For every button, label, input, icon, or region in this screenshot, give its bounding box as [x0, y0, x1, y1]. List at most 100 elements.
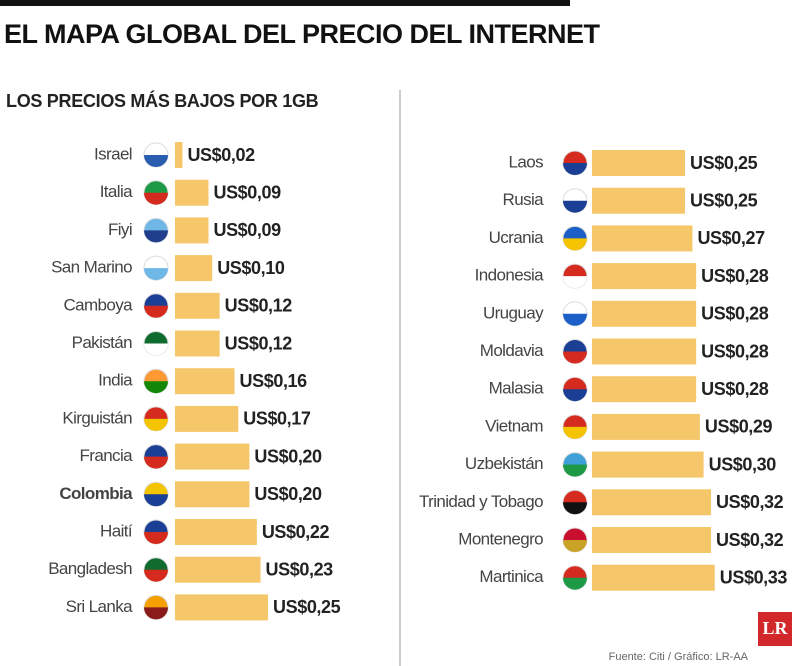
- flag: [144, 569, 168, 582]
- value-label: US$0,28: [701, 341, 769, 361]
- flag: [144, 305, 168, 318]
- logo: LR: [762, 618, 788, 638]
- logo-box: [758, 612, 792, 646]
- category-label: Ucrania: [489, 228, 545, 247]
- bar: [175, 481, 250, 508]
- chart-subtitle: LOS PRECIOS MÁS BAJOS POR 1GB: [6, 90, 319, 111]
- category-label: Italia: [100, 182, 133, 201]
- category-label: Camboya: [63, 295, 133, 314]
- flag: [563, 389, 587, 402]
- flag: [563, 464, 587, 477]
- category-label: Kirguistán: [62, 408, 132, 427]
- bar: [592, 451, 704, 478]
- category-label: Colombia: [59, 484, 133, 503]
- category-label: Uruguay: [483, 303, 544, 322]
- value-label: US$0,25: [273, 597, 341, 617]
- value-label: US$0,32: [716, 492, 784, 512]
- value-label: US$0,10: [217, 258, 285, 278]
- value-label: US$0,12: [225, 296, 293, 316]
- value-label: US$0,27: [697, 228, 765, 248]
- flag: [563, 238, 587, 251]
- bar: [175, 179, 209, 206]
- value-label: US$0,16: [240, 371, 308, 391]
- bar: [592, 527, 712, 553]
- flag: [563, 200, 587, 213]
- bar: [592, 263, 697, 290]
- bar: [175, 255, 213, 282]
- category-label: Vietnam: [485, 416, 543, 435]
- bar: [175, 330, 220, 357]
- value-label: US$0,33: [720, 567, 788, 587]
- bar: [175, 405, 239, 432]
- category-label: Fiyi: [108, 220, 132, 239]
- bar: [175, 142, 183, 168]
- category-label: Rusia: [503, 190, 545, 209]
- flag: [144, 230, 168, 243]
- category-label: Malasia: [489, 379, 545, 398]
- bar: [175, 519, 257, 545]
- flag: [144, 418, 168, 431]
- flag: [144, 607, 168, 620]
- bar: [592, 564, 715, 591]
- bar: [592, 150, 685, 176]
- flag: [144, 155, 168, 167]
- flag: [563, 276, 587, 289]
- flag: [563, 351, 587, 364]
- value-label: US$0,28: [701, 304, 769, 324]
- bar: [175, 217, 209, 244]
- category-label: Pakistán: [72, 333, 133, 352]
- value-label: US$0,30: [709, 454, 777, 474]
- category-label: Laos: [509, 152, 544, 171]
- value-label: US$0,28: [701, 266, 769, 286]
- bar: [175, 443, 250, 470]
- category-label: India: [98, 371, 133, 390]
- value-label: US$0,09: [213, 182, 281, 202]
- flag: [144, 456, 168, 469]
- source: Fuente: Citi / Gráfico: LR-AA: [609, 651, 749, 663]
- value-label: US$0,09: [213, 220, 281, 240]
- top-rule: [0, 0, 570, 6]
- category-label: Montenegro: [458, 529, 543, 548]
- flag: [563, 426, 587, 439]
- bar: [592, 413, 700, 440]
- value-label: US$0,25: [690, 190, 758, 210]
- flag: [144, 343, 168, 356]
- bar: [175, 556, 261, 583]
- value-label: US$0,22: [262, 522, 330, 542]
- category-label: Bangladesh: [48, 559, 132, 578]
- bar: [175, 292, 220, 319]
- flag: [144, 192, 168, 205]
- category-label: Moldavia: [480, 341, 544, 360]
- value-label: US$0,12: [225, 333, 293, 353]
- bar: [592, 300, 697, 327]
- category-label: San Marino: [51, 258, 132, 277]
- category-label: Francia: [80, 446, 134, 465]
- flag: [563, 313, 587, 326]
- flag: [144, 494, 168, 507]
- bar: [592, 187, 685, 214]
- value-label: US$0,20: [254, 446, 322, 466]
- bar: [592, 338, 697, 365]
- value-label: US$0,29: [705, 417, 773, 437]
- chart-title: EL MAPA GLOBAL DEL PRECIO DEL INTERNET: [4, 19, 601, 49]
- category-label: Haití: [100, 521, 133, 540]
- flag: [144, 268, 168, 281]
- category-label: Martinica: [479, 567, 544, 586]
- value-label: US$0,02: [187, 145, 255, 165]
- bar: [175, 368, 235, 395]
- value-label: US$0,20: [254, 484, 322, 504]
- bar: [592, 225, 693, 252]
- category-label: Uzbekistán: [465, 454, 543, 473]
- flag: [563, 540, 587, 552]
- bar: [592, 376, 697, 403]
- value-label: US$0,25: [690, 153, 758, 173]
- flag: [563, 577, 587, 590]
- flag: [563, 163, 587, 175]
- category-label: Israel: [94, 144, 132, 163]
- category-label: Trinidad y Tobago: [419, 492, 543, 511]
- category-label: Indonesia: [475, 266, 544, 285]
- flag: [563, 502, 587, 515]
- value-label: US$0,23: [266, 559, 334, 579]
